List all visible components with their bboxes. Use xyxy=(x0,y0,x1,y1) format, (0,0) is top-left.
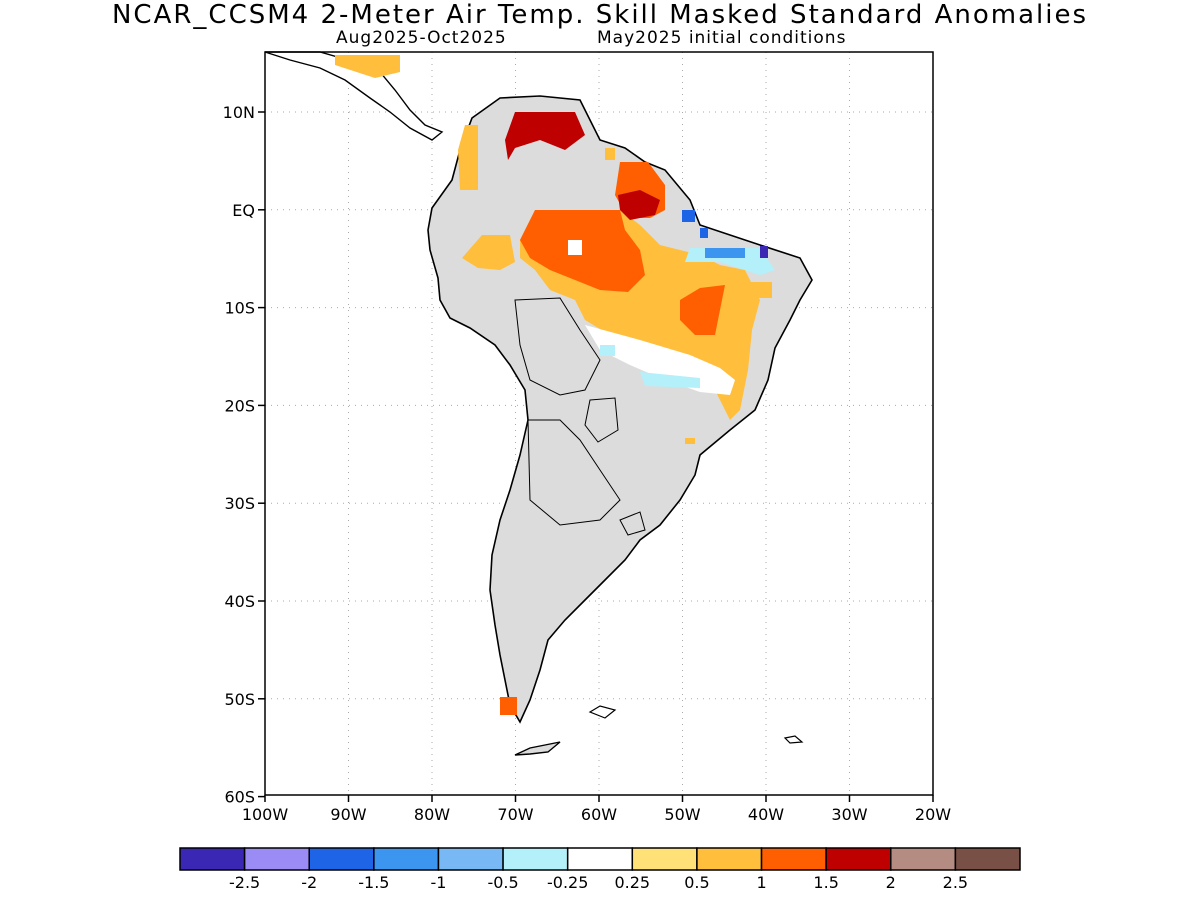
latitude-labels: 10N EQ 10S 20S 30S 40S 50S 60S xyxy=(223,103,255,807)
colorbar-swatch xyxy=(179,847,246,871)
colorbar-label: -2 xyxy=(301,873,317,892)
lon-label: 100W xyxy=(242,805,289,824)
colorbar-swatch xyxy=(696,847,763,871)
colorbar-swatch xyxy=(631,847,698,871)
colorbar-label: 1 xyxy=(756,873,766,892)
colorbar-label: -2.5 xyxy=(229,873,260,892)
colorbar-swatch xyxy=(373,847,440,871)
map-title: NCAR_CCSM4 2-Meter Air Temp. Skill Maske… xyxy=(111,0,1089,30)
lat-label: 50S xyxy=(224,690,255,709)
colorbar-label: 0.5 xyxy=(684,873,709,892)
lat-label: 20S xyxy=(224,396,255,415)
longitude-labels: 100W 90W 80W 70W 60W 50W 40W 30W 20W xyxy=(242,805,951,824)
lat-label: 10S xyxy=(224,299,255,318)
lon-label: 40W xyxy=(748,805,784,824)
lon-label: 30W xyxy=(831,805,867,824)
lon-label: 50W xyxy=(664,805,700,824)
axis-ticks xyxy=(258,111,934,802)
lon-label: 90W xyxy=(330,805,366,824)
colorbar-labels: -2.5 -2 -1.5 -1 -0.5 -0.25 0.25 0.5 1 1.5 2 2.5 xyxy=(229,873,968,892)
colorbar-label: 0.25 xyxy=(614,873,650,892)
colorbar-swatch xyxy=(308,847,375,871)
colorbar-swatch xyxy=(437,847,504,871)
anomaly-shading xyxy=(335,55,775,715)
lon-label: 70W xyxy=(497,805,533,824)
colorbar-label: -0.25 xyxy=(547,873,588,892)
lon-label: 20W xyxy=(915,805,951,824)
colorbar-swatch xyxy=(954,847,1021,871)
lon-label: 80W xyxy=(414,805,450,824)
colorbar-label: 2.5 xyxy=(943,873,968,892)
colorbar xyxy=(179,847,1021,871)
colorbar-swatch xyxy=(502,847,569,871)
colorbar-swatch xyxy=(825,847,892,871)
lon-label: 60W xyxy=(581,805,617,824)
colorbar-label: -1 xyxy=(430,873,446,892)
subtitle-period: Aug2025-Oct2025 xyxy=(336,28,507,48)
colorbar-swatch xyxy=(890,847,957,871)
lat-label: 10N xyxy=(223,103,255,122)
colorbar-swatch xyxy=(243,847,310,871)
subtitle-initial-conditions: May2025 initial conditions xyxy=(597,28,847,48)
colorbar-swatch xyxy=(760,847,827,871)
colorbar-label: 1.5 xyxy=(813,873,838,892)
lat-label: EQ xyxy=(232,201,255,220)
lat-label: 30S xyxy=(224,494,255,513)
colorbar-label: -0.5 xyxy=(487,873,518,892)
colorbar-label: 2 xyxy=(886,873,896,892)
lat-label: 60S xyxy=(224,788,255,807)
colorbar-label: -1.5 xyxy=(358,873,389,892)
lat-label: 40S xyxy=(224,592,255,611)
colorbar-swatch xyxy=(566,847,634,871)
